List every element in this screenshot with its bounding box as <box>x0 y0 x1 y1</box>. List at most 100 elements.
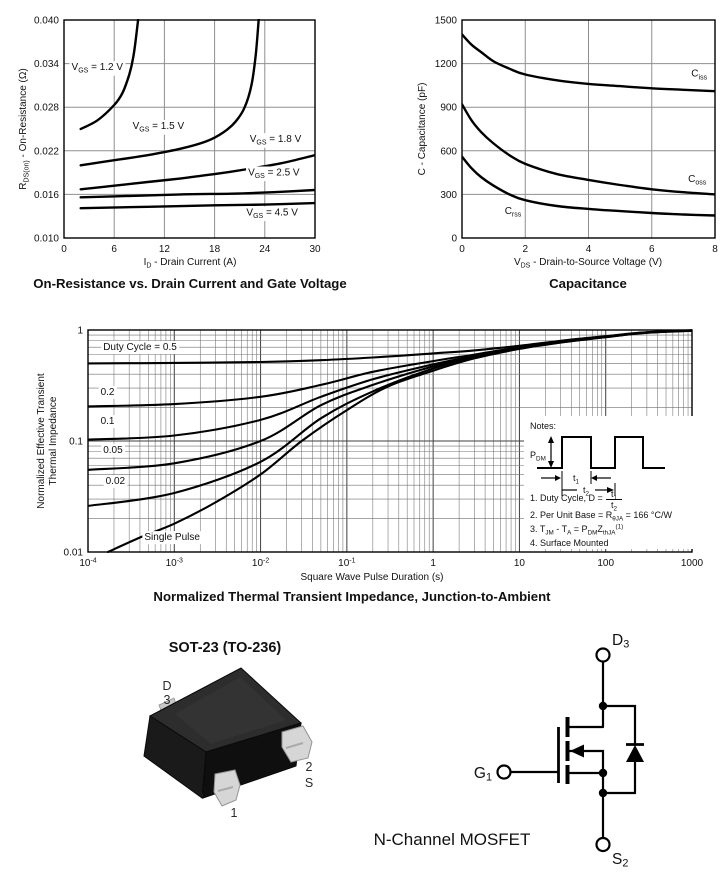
t1-arrowhead-right <box>591 475 597 481</box>
y-tick-label: 900 <box>440 103 457 114</box>
curve-label-bg <box>686 173 709 188</box>
y-tick-label: 300 <box>440 190 457 201</box>
curve-label-bg <box>103 474 128 488</box>
thermal-y-axis-label-line1: Normalized Effective Transient <box>36 373 47 509</box>
curve-v-gs-2.5-v <box>79 188 315 199</box>
t2-arrowhead <box>607 487 614 493</box>
notes-inset: Notes: PDM t1 t2 1. Duty Cycle, D = t1 t… <box>524 416 694 549</box>
diode-branch-top-wire <box>601 704 637 747</box>
y-tick-label: 0.1 <box>69 437 83 448</box>
note-item-4: 4. Surface Mounted <box>530 538 609 548</box>
note-frac-numerator: t1 <box>611 489 618 502</box>
pdm-arrow-up <box>548 436 554 443</box>
y-tick-label: 0.01 <box>64 548 84 559</box>
curve-label: Duty Cycle = 0.5 <box>103 342 177 353</box>
x-tick-label: 10 <box>514 558 526 569</box>
capacitance-x-axis-label: VDS - Drain-to-Source Voltage (V) <box>514 257 662 270</box>
curve-single-pulse <box>106 329 692 553</box>
x-tick-label: 24 <box>259 244 271 255</box>
pulse-waveform <box>537 436 665 469</box>
x-tick-label: 100 <box>597 558 614 569</box>
thermal-chart-title: Normalized Thermal Transient Impedance, … <box>153 589 551 604</box>
y-tick-label: 1200 <box>435 59 458 70</box>
curve-label-bg <box>244 206 301 222</box>
source-terminal-label: S2 <box>612 851 628 870</box>
curve-label: 0.05 <box>103 445 123 456</box>
on-resistance-y-axis-label: RDS(on) - On-Resistance (Ω) <box>18 68 31 189</box>
source-wire <box>565 771 605 840</box>
curve-c-rss- <box>462 155 715 217</box>
curve-label-bg <box>98 385 117 399</box>
package-title: SOT-23 (TO-236) <box>169 640 282 656</box>
x-tick-label: 1000 <box>681 558 704 569</box>
x-tick-label: 18 <box>209 244 221 255</box>
x-tick-label: 30 <box>309 244 321 255</box>
c2-grid <box>462 20 715 238</box>
y-tick-label: 0.022 <box>34 146 59 157</box>
curve-v-gs-1.2-v <box>79 19 140 131</box>
x-tick-label: 10-3 <box>166 557 183 569</box>
package-pin1-shade <box>217 786 234 792</box>
gate-terminal <box>496 764 512 780</box>
schematic-caption: N-Channel MOSFET <box>374 830 531 849</box>
curve-label: 0.02 <box>106 476 126 487</box>
curve-label: Coss <box>688 174 707 187</box>
body-wire <box>565 749 605 775</box>
nchannel-mosfet-symbol: D3 G1 S2 N-Channel MOSFET <box>374 632 644 870</box>
thermal-x-axis-label: Square Wave Pulse Duration (s) <box>300 572 443 583</box>
package-pin3-name-label: D <box>162 679 171 693</box>
y-tick-label: 1 <box>77 326 83 337</box>
c1-series <box>79 19 315 210</box>
c2-series <box>462 33 715 217</box>
notes-heading: Notes: <box>530 421 556 431</box>
x-tick-label: 2 <box>522 244 528 255</box>
y-tick-label: 0.040 <box>34 16 59 27</box>
capacitance-chart: 0 2 4 6 8 0 300 600 900 1200 1500 Ciss Coss Crss <box>435 16 718 256</box>
curve-label-bg <box>502 205 524 220</box>
t1-arrowhead-left <box>555 475 561 481</box>
y-tick-label: 1500 <box>435 16 458 27</box>
y-tick-label: 0.016 <box>34 190 59 201</box>
curve-label: Crss <box>505 206 522 219</box>
notes-inset-background <box>524 416 694 549</box>
package-pin2-shade <box>285 742 304 749</box>
junction-dot-drain <box>598 701 608 711</box>
on-resistance-x-axis-label: ID - Drain Current (A) <box>144 257 237 270</box>
y-tick-label: 0.010 <box>34 234 59 245</box>
thermal-impedance-chart: 10-4 10-3 10-2 10-1 1 10 100 1000 1 0.1 0.01 Duty C… <box>64 326 704 570</box>
curve-label-bg <box>142 531 203 545</box>
x-tick-label: 10-1 <box>338 557 355 569</box>
c2-frame <box>461 19 716 239</box>
x-tick-label: 0 <box>459 244 465 255</box>
junction-dot-diode <box>598 788 608 798</box>
x-tick-label: 12 <box>159 244 171 255</box>
curve-label: Single Pulse <box>144 532 200 543</box>
x-tick-label: 6 <box>649 244 655 255</box>
drain-terminal-label: D3 <box>612 632 629 651</box>
curve-v-gs-1.5-v <box>79 19 260 167</box>
capacitance-chart-title: Capacitance <box>549 276 627 291</box>
body-arrow <box>570 744 584 758</box>
drain-wire <box>565 660 605 729</box>
package-pin2-number-label: 2 <box>306 760 313 774</box>
x-tick-label: 10-4 <box>79 557 96 569</box>
drain-terminal <box>595 647 611 663</box>
curve-c-iss- <box>462 33 715 93</box>
package-body-top-sheen <box>175 677 286 744</box>
curve-label-bg <box>98 415 117 429</box>
t2-label: t2 <box>583 485 590 498</box>
note-item-3: 3. TJM - TA = PDMZthJA(1) <box>530 523 623 536</box>
pdm-arrow-down <box>548 461 554 468</box>
note-item-2: 2. Per Unit Base = RθJA = 166 °C/W <box>530 510 673 523</box>
pdm-label: PDM <box>530 450 546 463</box>
y-tick-label: 0 <box>451 234 457 245</box>
curve-c-oss- <box>462 103 715 196</box>
source-terminal <box>595 836 611 853</box>
note-frac-denominator: t2 <box>611 500 618 513</box>
curve-label: VGS = 4.5 V <box>246 207 298 220</box>
curve-label: VGS = 1.2 V <box>72 62 124 75</box>
capacitance-y-axis-label: C - Capacitance (pF) <box>417 83 428 176</box>
t1-label: t1 <box>573 473 580 486</box>
thermal-y-axis-label-line2: Thermal Impedance <box>48 396 59 485</box>
